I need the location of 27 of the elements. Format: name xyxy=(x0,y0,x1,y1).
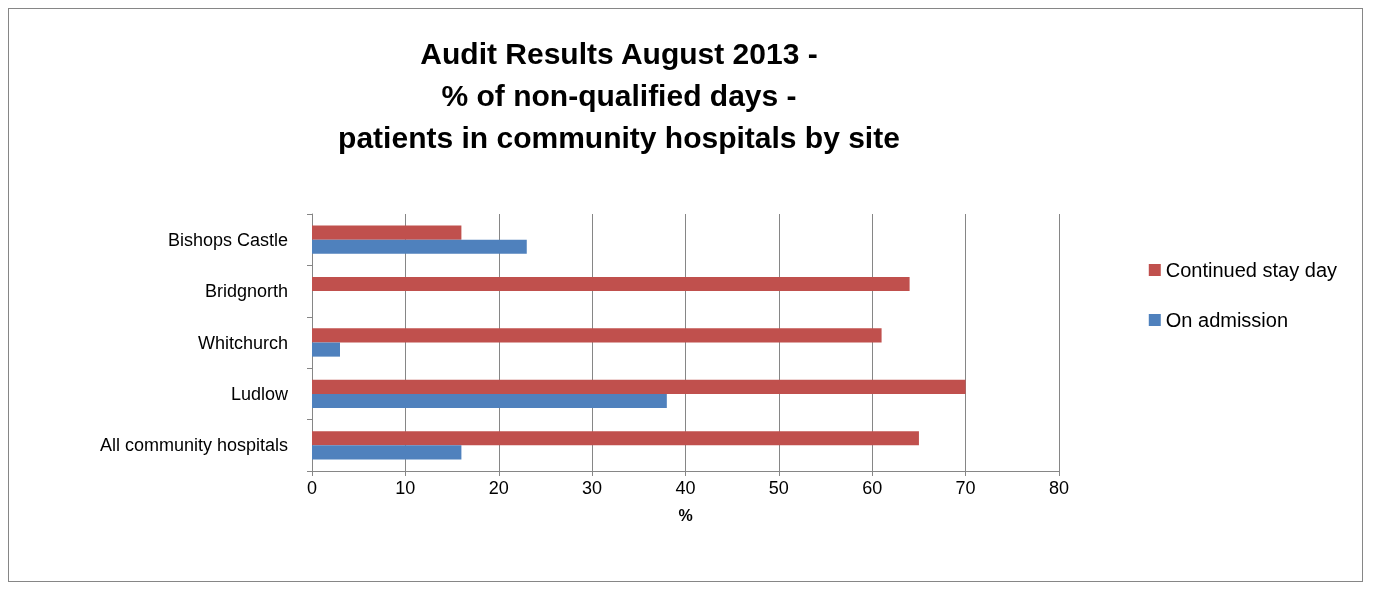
x-tick-label: 60 xyxy=(862,478,883,498)
y-tick-label: All community hospitals xyxy=(99,435,288,456)
x-tick-label: 10 xyxy=(395,478,416,498)
x-tick-label: 0 xyxy=(306,478,318,498)
y-tick-label: Ludlow xyxy=(230,383,289,404)
x-tick-label: 20 xyxy=(488,478,509,498)
bar xyxy=(312,225,462,240)
y-tick-label: Bishops Castle xyxy=(167,229,288,250)
legend-label: Continued stay day xyxy=(1165,259,1338,281)
bar xyxy=(312,276,910,292)
bar xyxy=(312,342,341,357)
legend-label: On admission xyxy=(1165,309,1289,331)
bar xyxy=(312,328,882,343)
bar xyxy=(312,445,462,460)
x-tick-label: 70 xyxy=(955,478,976,498)
x-tick-label: 30 xyxy=(582,478,603,498)
y-tick-label: Bridgnorth xyxy=(204,281,288,302)
bar xyxy=(312,393,667,409)
chart-title: Audit Results August 2013 - % of non-qualified days - patients in community hospitals by site xyxy=(338,36,900,154)
x-tick-label: 40 xyxy=(675,478,696,498)
bar xyxy=(312,379,966,394)
x-tick-label: 80 xyxy=(1048,478,1070,498)
bar xyxy=(312,431,919,446)
y-tick-label: Whitchurch xyxy=(197,332,288,353)
x-axis-title: % xyxy=(678,506,693,524)
bar xyxy=(312,239,527,254)
x-tick-label: 50 xyxy=(768,478,789,498)
